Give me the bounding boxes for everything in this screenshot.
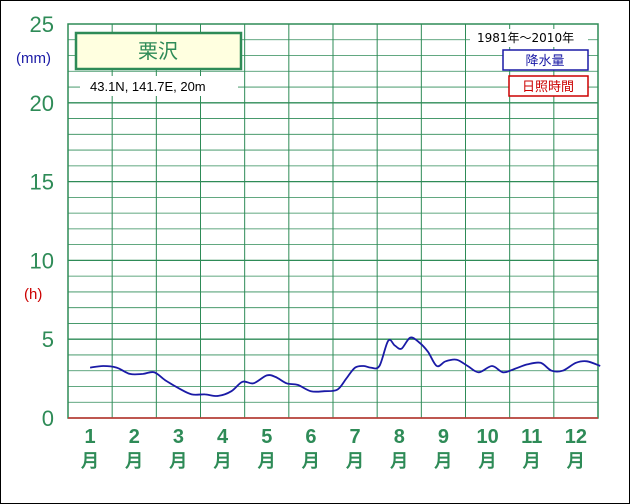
month-number-label: 6 bbox=[305, 426, 316, 448]
month-suffix-label: 月 bbox=[433, 451, 452, 472]
y-axis-ticks: 0 5 10 15 20 25 bbox=[30, 12, 54, 431]
month-number-label: 8 bbox=[394, 426, 405, 448]
month-number-label: 10 bbox=[476, 426, 498, 448]
month-suffix-label: 月 bbox=[168, 451, 187, 472]
location-text: 43.1N, 141.7E, 20m bbox=[90, 79, 206, 94]
month-number-label: 12 bbox=[565, 426, 587, 448]
month-suffix-label: 月 bbox=[522, 451, 541, 472]
y-tick-label: 15 bbox=[30, 170, 54, 195]
month-suffix-label: 月 bbox=[345, 451, 364, 472]
month-suffix-label: 月 bbox=[301, 451, 320, 472]
month-suffix-label: 月 bbox=[389, 451, 408, 472]
legend-precip-box bbox=[502, 49, 589, 71]
month-number-label: 9 bbox=[438, 426, 449, 448]
y-tick-label: 10 bbox=[30, 248, 54, 273]
grid bbox=[68, 24, 598, 418]
month-suffix-label: 月 bbox=[478, 451, 497, 472]
series-line-precip bbox=[89, 336, 601, 397]
station-name: 栗沢 bbox=[138, 39, 178, 63]
month-suffix-label: 月 bbox=[213, 451, 232, 472]
month-number-label: 5 bbox=[261, 426, 272, 448]
series-layer bbox=[89, 336, 601, 397]
month-suffix-label: 月 bbox=[124, 451, 143, 472]
period-text: 1981年～2010年 bbox=[477, 31, 574, 45]
month-number-label: 7 bbox=[350, 426, 361, 448]
month-number-label: 11 bbox=[521, 426, 542, 448]
x-axis-months: 1 月 2 月 3 月 4 月 5 月 6 月 7 月 8 月 9 月 10 月 11 月 12 月 bbox=[80, 426, 587, 472]
month-number-label: 4 bbox=[217, 426, 229, 448]
period-bg bbox=[470, 29, 588, 47]
y-tick-label: 0 bbox=[42, 406, 54, 431]
sunshine-unit-label: (h) bbox=[24, 286, 42, 303]
legend-precip: 降水量 bbox=[525, 54, 564, 69]
month-suffix-label: 月 bbox=[566, 451, 585, 472]
station-box bbox=[74, 31, 243, 71]
y-tick-label: 20 bbox=[30, 91, 54, 116]
y-tick-label: 5 bbox=[42, 327, 54, 352]
month-suffix-label: 月 bbox=[80, 451, 99, 472]
month-number-label: 1 bbox=[85, 426, 96, 448]
month-suffix-label: 月 bbox=[257, 451, 276, 472]
month-number-label: 2 bbox=[129, 426, 140, 448]
precip-unit-label: (mm) bbox=[16, 50, 51, 67]
legend-sunshine: 日照時間 bbox=[522, 80, 574, 95]
legend-sunshine-box bbox=[508, 75, 589, 97]
coords-bg bbox=[80, 76, 238, 96]
y-tick-label: 25 bbox=[30, 12, 54, 37]
month-number-label: 3 bbox=[173, 426, 184, 448]
